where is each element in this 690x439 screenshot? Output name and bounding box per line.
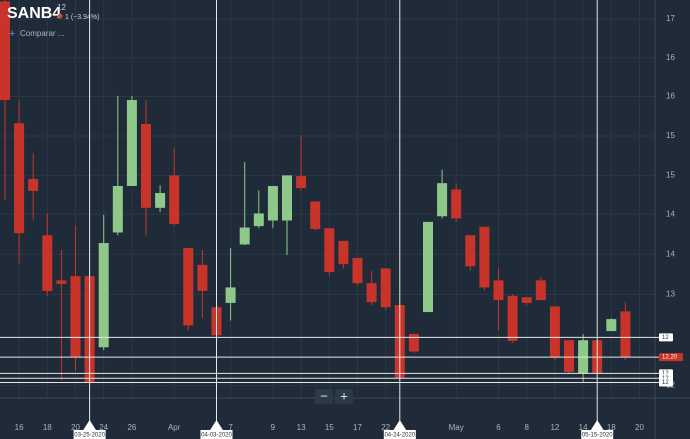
y-tick-label: 14	[666, 209, 675, 218]
date-badge	[73, 430, 106, 439]
y-tick-label: 16	[666, 92, 675, 101]
down-icon	[57, 13, 63, 19]
x-tick-label: Apr	[168, 423, 181, 432]
date-badge-label: 04-24-2020	[384, 433, 415, 439]
price-badge-label: 12	[662, 371, 669, 377]
price-badge	[659, 353, 683, 362]
candle-body	[197, 264, 208, 291]
candle-body	[98, 243, 109, 348]
date-badge-label: 05-15-2020	[582, 433, 613, 439]
candle-body	[282, 175, 292, 221]
candle-body	[296, 176, 307, 189]
zoom-out-label[interactable]: −	[320, 388, 328, 403]
candle-body	[507, 295, 518, 341]
x-tick-label: 12	[550, 423, 559, 432]
candle-body	[42, 235, 53, 291]
date-badge	[383, 430, 416, 439]
date-badge-label: 03-25-2020	[74, 433, 105, 439]
x-tick-label: 18	[607, 423, 616, 432]
candle-body	[564, 340, 574, 372]
x-tick-label: 17	[353, 423, 362, 432]
candle-body	[70, 276, 81, 358]
date-marker-arrow	[82, 420, 97, 431]
y-tick-label: 17	[666, 14, 675, 23]
candle-body	[521, 297, 532, 303]
price-badge-label: 12.20	[662, 355, 678, 361]
candle-body	[14, 123, 25, 234]
candle-body	[423, 221, 433, 313]
candle-body	[535, 280, 546, 301]
candle-body	[493, 280, 504, 301]
y-tick-label: 13	[666, 290, 675, 299]
x-tick-label: 7	[228, 423, 233, 432]
price-badge	[659, 333, 673, 342]
candle-body	[437, 183, 448, 217]
compare-button[interactable]: Comparar ...	[20, 29, 64, 38]
candle-body	[380, 268, 391, 308]
candle-body	[352, 257, 363, 284]
date-marker-arrow	[590, 420, 605, 431]
candle-body	[408, 333, 419, 352]
price-badge-label: 12	[662, 380, 669, 386]
candle-body	[465, 235, 476, 267]
candle-body	[324, 228, 335, 272]
x-tick-label: 8	[524, 423, 529, 432]
candle-body	[338, 240, 349, 265]
y-tick-label: 14	[666, 249, 675, 258]
date-badge	[581, 430, 614, 439]
x-tick-label: 6	[496, 423, 501, 432]
candle-body	[479, 226, 490, 288]
candle-body	[225, 287, 236, 303]
candle-body	[620, 311, 631, 358]
candle-body	[155, 193, 166, 208]
grid: 17 16 16 15 15 14 14 13 12 16 18 20 24 26 Apr 7 9 13 15 17 2…	[0, 0, 675, 432]
y-tick-label: 16	[666, 53, 675, 62]
candle-body	[169, 175, 180, 225]
x-tick-label: 20	[635, 423, 644, 432]
candle-body	[239, 227, 250, 245]
x-tick-label: 14	[579, 423, 588, 432]
x-tick-label: 16	[15, 423, 24, 432]
x-tick-label: 13	[297, 423, 306, 432]
date-marker-arrow	[209, 420, 224, 431]
candle-body	[549, 306, 560, 358]
symbol: SANB4	[7, 5, 61, 22]
x-tick-label: 15	[325, 423, 334, 432]
x-tick-label: May	[449, 423, 464, 432]
x-tick-label: 9	[271, 423, 276, 432]
candle-body	[310, 201, 321, 229]
x-tick-label: 20	[71, 423, 80, 432]
candle-body	[606, 319, 617, 332]
zoom-out-button[interactable]	[315, 389, 333, 404]
zoom-in-label[interactable]: +	[340, 388, 348, 403]
candle-body	[0, 1, 10, 101]
x-tick-label: 22	[381, 423, 390, 432]
candle-body	[112, 185, 123, 233]
candle-body	[253, 213, 264, 227]
candle-body	[183, 247, 194, 326]
zoom-in-button[interactable]	[335, 389, 353, 404]
date-badge	[200, 430, 233, 439]
price-badge	[659, 378, 673, 387]
price-badge-label: 12	[662, 335, 669, 341]
x-tick-label: 24	[99, 423, 108, 432]
change: 1 (−3.94%)	[65, 14, 99, 21]
y-tick-label: 15	[666, 171, 675, 180]
x-tick-label: 18	[43, 423, 52, 432]
candle-body	[451, 189, 462, 219]
date-badge-label: 04-03-2020	[201, 433, 232, 439]
y-tick-label: 15	[666, 131, 675, 140]
candle-body	[28, 178, 39, 191]
last-price: 12	[57, 3, 66, 12]
plus-icon: +	[9, 28, 15, 40]
candle-body	[267, 185, 278, 221]
date-marker-arrow	[392, 420, 407, 431]
candle-body	[366, 283, 377, 303]
x-tick-label: 26	[127, 423, 136, 432]
candle-body	[56, 280, 67, 284]
candle-body	[126, 100, 137, 186]
candle-body	[141, 123, 151, 208]
